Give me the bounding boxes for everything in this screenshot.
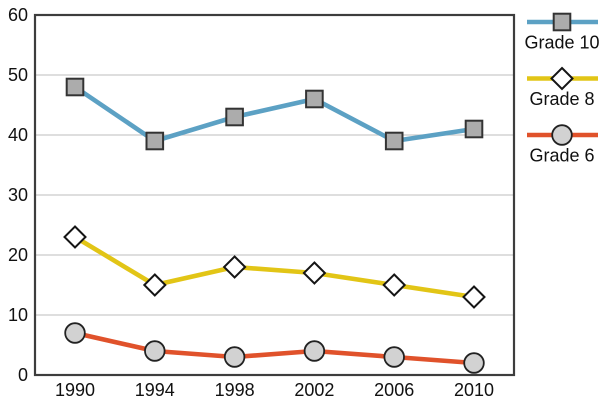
legend-marker-grade-8 — [550, 66, 574, 91]
x-axis-tick-label: 1994 — [135, 380, 175, 400]
series-grade-8 — [63, 225, 486, 309]
x-axis: 1990 1994 1998 2002 2006 2010 — [55, 380, 494, 400]
marker-grade-8 — [63, 225, 87, 249]
legend: Grade 10 Grade 8 Grade 6 — [524, 12, 600, 166]
marker-grade-8 — [302, 261, 327, 285]
x-axis-tick-label: 2010 — [454, 380, 494, 400]
y-axis-tick-label: 40 — [8, 125, 28, 145]
marker-grade-8 — [142, 273, 167, 297]
marker-grade-6 — [303, 340, 326, 362]
y-axis: 0 10 20 30 40 50 60 — [8, 5, 28, 385]
y-axis-tick-label: 20 — [8, 245, 28, 265]
marker-grade-8 — [462, 285, 486, 309]
legend-item-grade-8: Grade 8 — [527, 66, 598, 109]
marker-grade-8 — [382, 273, 407, 297]
x-axis-tick-label: 2002 — [294, 380, 334, 400]
series-line-grade-6 — [74, 330, 475, 366]
legend-marker-grade-10 — [552, 12, 572, 32]
marker-grade-10 — [464, 119, 484, 139]
marker-grade-6 — [64, 322, 86, 344]
x-axis-tick-label: 2006 — [374, 380, 414, 400]
series-grade-10 — [65, 77, 484, 151]
series-line-grade-8 — [73, 235, 475, 300]
marker-grade-10 — [225, 107, 244, 127]
y-axis-tick-label: 30 — [8, 185, 28, 205]
x-axis-tick-label: 1990 — [55, 380, 95, 400]
y-axis-tick-label: 50 — [8, 65, 28, 85]
legend-label-grade-8: Grade 8 — [529, 89, 594, 109]
marker-grade-10 — [384, 131, 404, 151]
marker-grade-8 — [222, 255, 247, 279]
legend-label-grade-10: Grade 10 — [524, 33, 599, 53]
legend-item-grade-6: Grade 6 — [527, 124, 598, 166]
marker-grade-6 — [463, 352, 485, 374]
y-axis-tick-label: 60 — [8, 5, 28, 25]
y-axis-tick-label: 10 — [8, 305, 28, 325]
y-axis-tick-label: 0 — [18, 365, 28, 385]
legend-item-grade-10: Grade 10 — [524, 12, 600, 53]
series-line-grade-10 — [73, 85, 475, 144]
marker-grade-10 — [145, 131, 165, 151]
legend-label-grade-6: Grade 6 — [529, 146, 594, 166]
marker-grade-6 — [144, 340, 166, 362]
x-axis-tick-label: 1998 — [215, 380, 255, 400]
plot-border — [33, 13, 516, 377]
marker-grade-6 — [223, 346, 246, 368]
marker-grade-6 — [383, 346, 405, 368]
series-grade-6 — [64, 322, 485, 374]
legend-marker-grade-6 — [551, 124, 573, 146]
marker-grade-10 — [65, 77, 85, 97]
marker-grade-10 — [305, 89, 324, 109]
